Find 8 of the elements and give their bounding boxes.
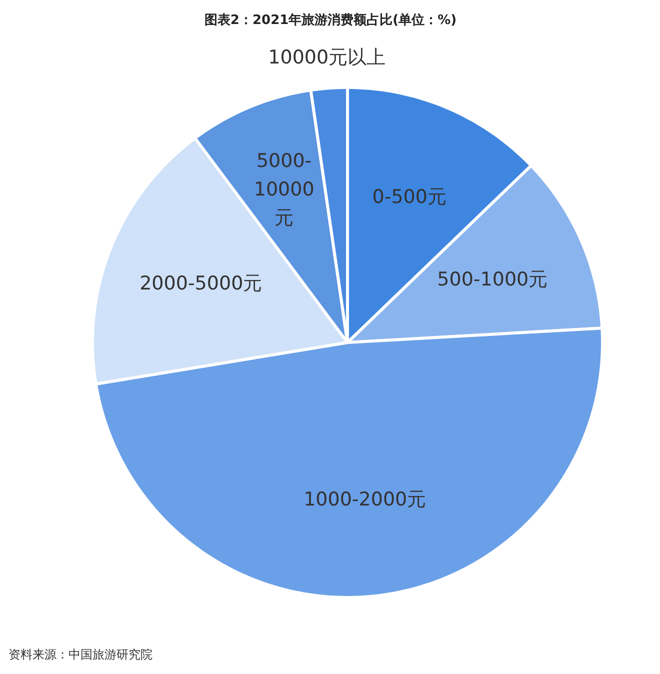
chart-title: 图表2：2021年旅游消费额占比(单位：%) — [204, 12, 457, 28]
slice-label: 500-1000元 — [437, 268, 548, 290]
slice-label: 5000-10000元 — [254, 150, 314, 229]
slice-label: 2000-5000元 — [140, 272, 262, 294]
slice-label: 10000元以上 — [268, 46, 386, 69]
slice-label: 1000-2000元 — [304, 488, 426, 511]
text: 资料来源：中国旅游研究院 — [8, 648, 152, 662]
slice-label: 0-500元 — [372, 186, 446, 208]
